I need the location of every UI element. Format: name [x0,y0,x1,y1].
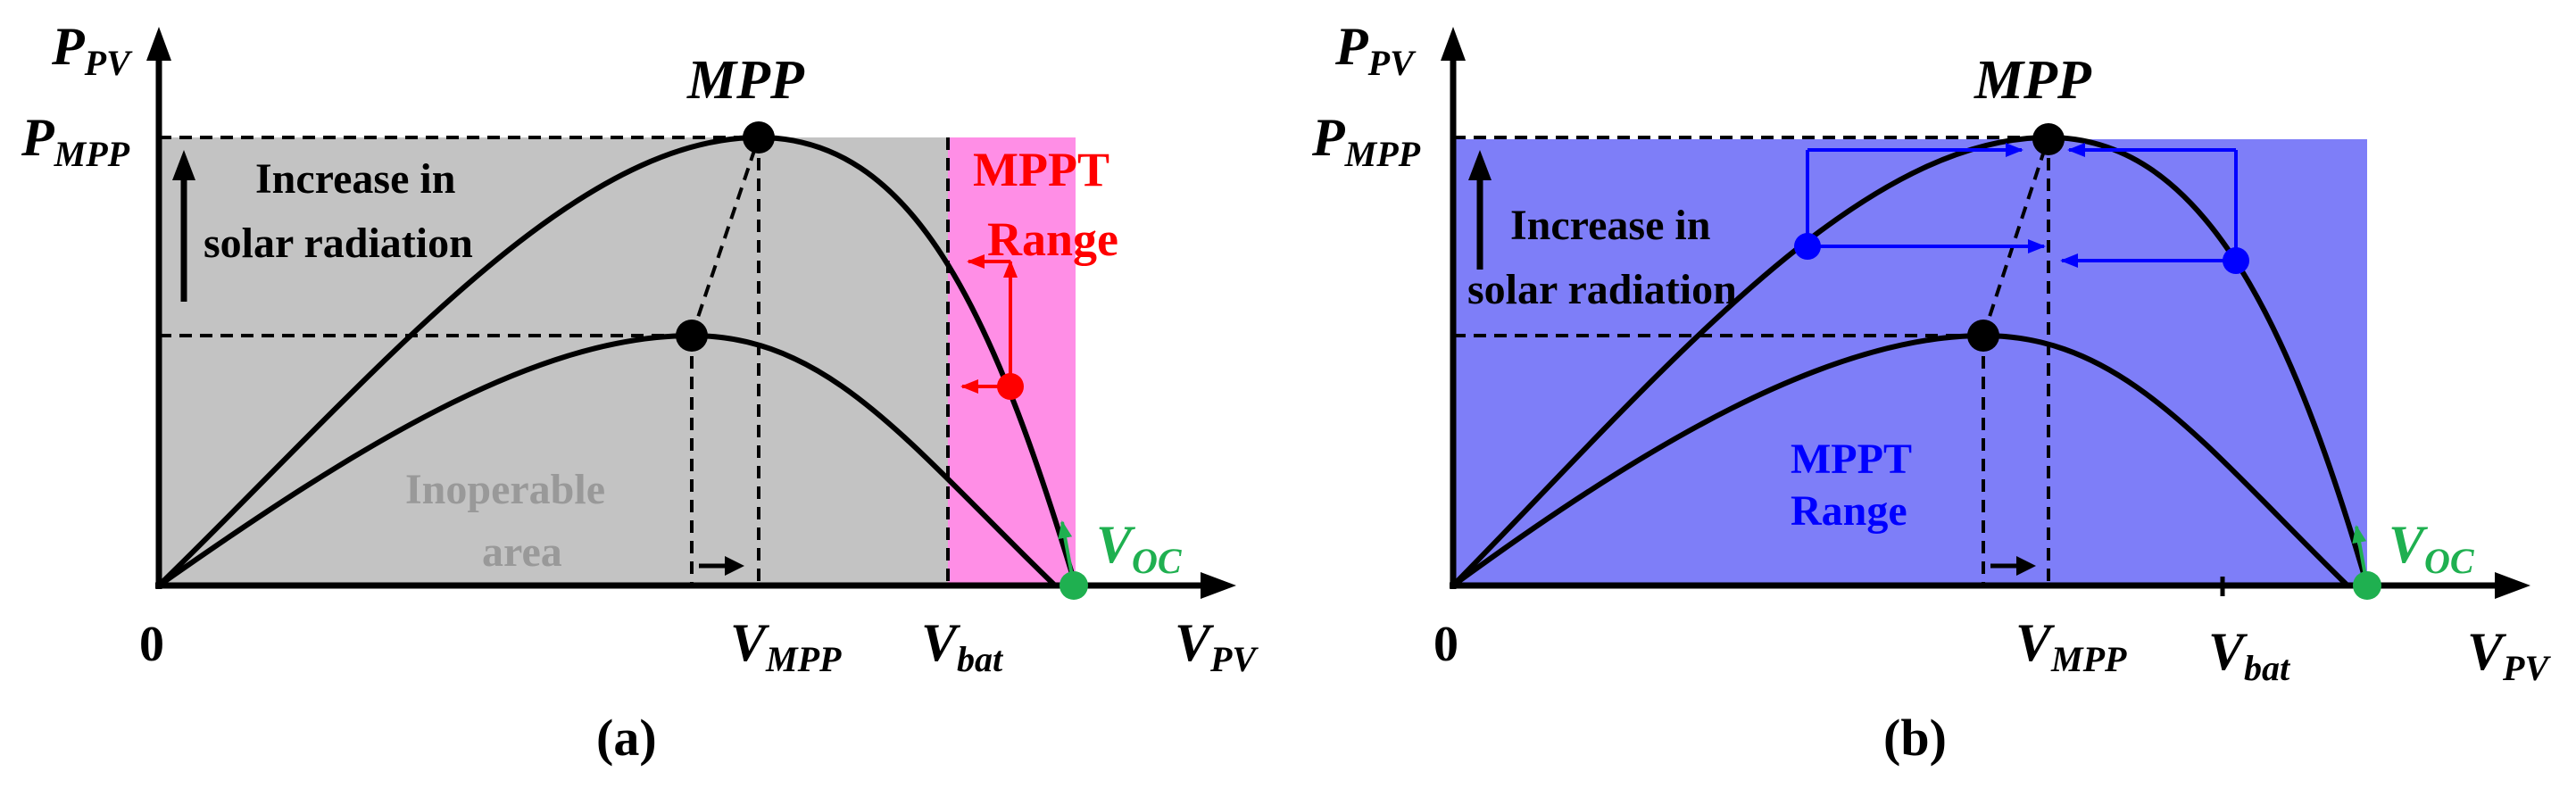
vmpp-label: VMPP [730,613,842,679]
operating-point-blue-right [2223,247,2249,274]
x-axis-arrowhead [2495,572,2530,599]
mppt-range-label-line1: MPPT [1791,436,1912,483]
mpp-point-high [743,121,775,154]
mpp-point-high [2032,123,2065,155]
y-axis-arrowhead [146,27,171,61]
vmpp-shift-arrowhead [725,556,744,576]
voc-label: VOC [2389,515,2475,581]
mppt-range-label-line1: MPPT [973,143,1109,196]
mpp-point-low [1967,320,1999,352]
x-axis-label: VPV [2467,622,2551,688]
y-axis-label: PPV [51,17,133,83]
origin-label: 0 [1433,617,1458,672]
vmpp-label: VMPP [2015,613,2127,679]
vmpp-shift-arrowhead [2016,556,2036,576]
panel-b: PPV PMPP MPP Increase in solar radiation… [1311,17,2551,767]
x-axis-arrowhead [1201,572,1236,599]
pmpp-label: PMPP [1311,108,1421,174]
caption-b: (b) [1883,709,1947,767]
mppt-range-area [1453,139,2367,586]
origin-label: 0 [139,617,164,672]
operating-point-red [997,373,1024,400]
pmpp-label: PMPP [21,108,130,174]
mppt-range-label-line2: Range [987,212,1118,266]
inoperable-label-line1: Inoperable [405,466,605,513]
mpp-label: MPP [1974,50,2092,111]
mpp-point-low [676,320,708,352]
increase-arrowhead [1468,150,1492,180]
y-axis-arrowhead [1441,27,1466,61]
inoperable-label-line2: area [482,528,562,576]
voc-label: VOC [1096,515,1183,581]
vbat-label: Vbat [921,613,1004,679]
increase-label-line1: Increase in [1510,202,1710,249]
x-axis-label: VPV [1175,613,1259,679]
vbat-label: Vbat [2208,622,2291,688]
caption-a: (a) [596,709,657,767]
mpp-locus-dashed-line [690,137,760,336]
mppt-range-label-line2: Range [1791,487,1907,535]
voc-point-green [2353,571,2381,600]
voc-point-green [1059,571,1088,600]
increase-label-line1: Increase in [255,155,455,203]
mpp-label: MPP [686,50,805,111]
mpp-locus-dashed-line [1982,137,2050,336]
increase-arrowhead [172,150,195,180]
panel-a: PPV PMPP MPP Increase in solar radiation… [21,17,1259,767]
increase-label-line2: solar radiation [204,220,473,267]
operating-point-blue-left [1794,233,1821,260]
increase-label-line2: solar radiation [1467,266,1737,313]
y-axis-label: PPV [1334,17,1417,83]
